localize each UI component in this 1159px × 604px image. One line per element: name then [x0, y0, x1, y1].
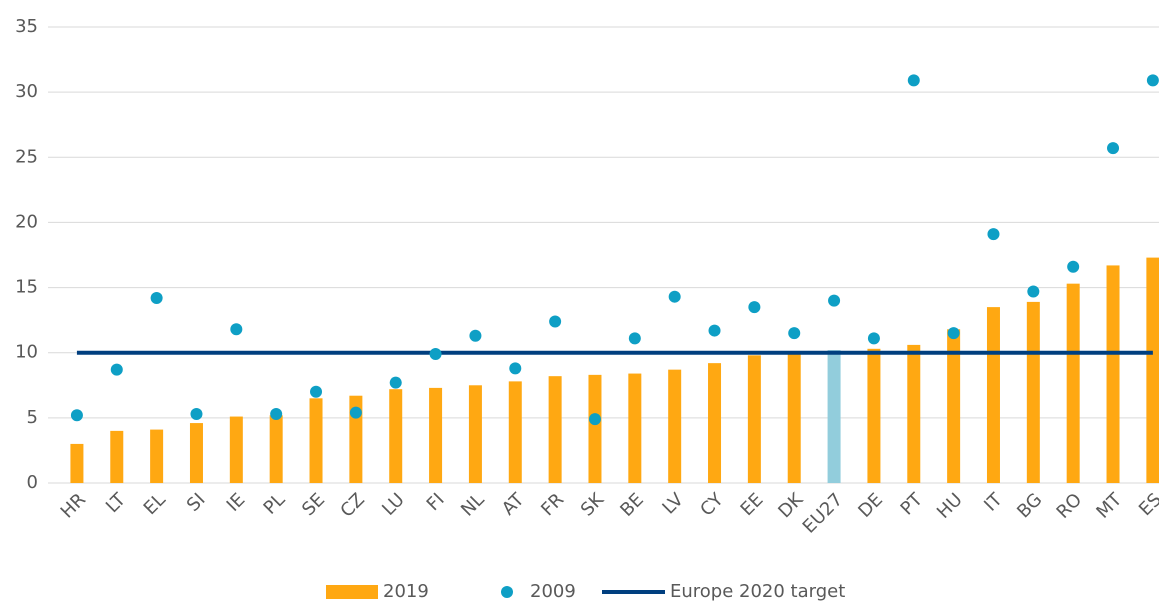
bar [508, 381, 522, 483]
bar [548, 376, 562, 483]
y-tick-label: 35 [15, 16, 38, 37]
bar [787, 354, 801, 483]
x-tick-label: LV [658, 489, 688, 519]
bar [70, 443, 84, 483]
bar [269, 415, 283, 483]
x-tick-label: BG [1013, 489, 1046, 522]
legend-label: 2019 [383, 581, 429, 602]
bar [827, 350, 841, 483]
dot [1067, 260, 1080, 273]
bar [429, 387, 443, 483]
x-tick-label: EU27 [799, 489, 847, 537]
dot [628, 332, 641, 345]
x-tick-label: IE [223, 489, 250, 516]
bar [628, 373, 642, 483]
bar [1026, 301, 1040, 483]
bar [389, 389, 403, 483]
y-tick-label: 10 [15, 342, 38, 363]
bar [189, 423, 203, 483]
dot [469, 329, 482, 342]
dot [310, 385, 323, 398]
bar [110, 430, 124, 483]
bar [1146, 257, 1159, 483]
y-tick-label: 5 [27, 407, 38, 428]
y-tick-label: 15 [15, 277, 38, 298]
bar [229, 416, 243, 483]
dot [230, 323, 243, 336]
dot [509, 362, 522, 375]
dot [588, 413, 601, 426]
x-tick-label: BE [616, 489, 648, 521]
dot [1107, 142, 1120, 155]
bar [150, 429, 164, 483]
y-tick-label: 0 [27, 472, 38, 493]
legend-label: Europe 2020 target [670, 581, 845, 602]
x-tick-label: CZ [336, 489, 368, 521]
legend-label: 2009 [530, 581, 576, 602]
x-tick-label: FR [537, 489, 568, 520]
legend-swatch [501, 586, 513, 598]
dot [788, 327, 801, 340]
bar [468, 385, 482, 483]
x-tick-label: SI [183, 489, 210, 516]
bar [1106, 265, 1120, 483]
bar [588, 374, 602, 483]
bar [1066, 283, 1080, 483]
x-tick-label: MT [1092, 489, 1126, 523]
dot [947, 327, 960, 340]
x-tick-label: SK [577, 488, 609, 520]
dot [429, 348, 442, 361]
x-tick-label: PT [897, 489, 928, 520]
bar [867, 348, 881, 483]
dot [1027, 285, 1040, 298]
bar [747, 355, 761, 483]
dot [270, 407, 283, 420]
bar [708, 363, 722, 483]
x-tick-label: DE [854, 489, 887, 522]
x-tick-label: HR [57, 489, 90, 522]
bar [668, 369, 682, 483]
dot [867, 332, 880, 345]
dot [389, 376, 402, 389]
y-tick-label: 25 [15, 146, 38, 167]
x-tick-label: HU [933, 489, 967, 523]
dot [190, 407, 203, 420]
x-tick-label: LT [102, 489, 131, 518]
dot [748, 301, 761, 314]
bar [907, 344, 921, 483]
dot [549, 315, 562, 328]
x-tick-label: CY [696, 489, 728, 521]
bar [986, 307, 1000, 483]
legend-swatch [326, 585, 378, 599]
x-tick-label: AT [498, 489, 529, 520]
dot [668, 290, 681, 303]
dot [150, 291, 163, 304]
x-tick-label: LU [378, 489, 409, 520]
dot [349, 406, 362, 419]
x-tick-label: NL [457, 489, 488, 520]
y-tick-label: 30 [15, 81, 38, 102]
dot [907, 74, 920, 87]
dot [110, 363, 123, 376]
x-tick-label: FI [423, 489, 449, 515]
x-tick-label: EL [140, 489, 170, 519]
dot [987, 228, 1000, 241]
dot [1146, 74, 1159, 87]
x-tick-label: PL [260, 489, 290, 519]
dot [708, 324, 721, 337]
bar [309, 398, 323, 483]
x-tick-label: RO [1053, 489, 1087, 523]
x-tick-label: SE [298, 489, 329, 520]
x-tick-label: ES [1135, 489, 1159, 520]
x-tick-label: IT [980, 489, 1007, 516]
bar [947, 329, 961, 483]
dot [828, 294, 841, 307]
dot [70, 409, 83, 422]
y-tick-label: 20 [15, 211, 38, 232]
x-tick-label: EE [737, 489, 768, 520]
